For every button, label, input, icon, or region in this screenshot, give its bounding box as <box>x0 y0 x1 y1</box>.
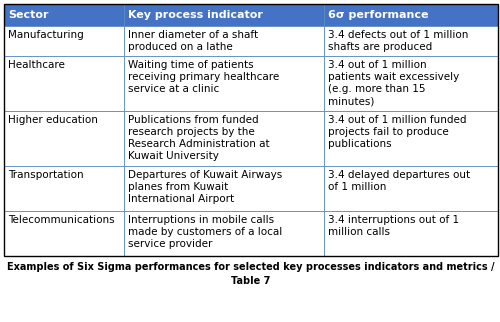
Text: Table 7: Table 7 <box>232 276 270 286</box>
Text: Key process indicator: Key process indicator <box>128 10 263 20</box>
Bar <box>4 111 124 166</box>
Bar <box>4 4 124 26</box>
Text: Healthcare: Healthcare <box>8 60 65 70</box>
Bar <box>324 56 498 111</box>
Text: 6σ performance: 6σ performance <box>328 10 428 20</box>
Bar <box>4 56 124 111</box>
Bar <box>124 26 324 56</box>
Bar <box>324 26 498 56</box>
Text: Examples of Six Sigma performances for selected key processes indicators and met: Examples of Six Sigma performances for s… <box>7 262 495 272</box>
Bar <box>324 4 498 26</box>
Text: 3.4 out of 1 million
patients wait excessively
(e.g. more than 15
minutes): 3.4 out of 1 million patients wait exces… <box>328 60 459 106</box>
Bar <box>124 111 324 166</box>
Text: 3.4 interruptions out of 1
million calls: 3.4 interruptions out of 1 million calls <box>328 215 459 237</box>
Text: Transportation: Transportation <box>8 170 84 180</box>
Bar <box>4 211 124 256</box>
Bar <box>324 211 498 256</box>
Bar <box>4 166 124 211</box>
Bar <box>324 166 498 211</box>
Bar <box>4 26 124 56</box>
Text: Sector: Sector <box>8 10 48 20</box>
Text: Inner diameter of a shaft
produced on a lathe: Inner diameter of a shaft produced on a … <box>128 30 258 52</box>
Text: Manufacturing: Manufacturing <box>8 30 84 40</box>
Text: 3.4 defects out of 1 million
shafts are produced: 3.4 defects out of 1 million shafts are … <box>328 30 468 52</box>
Text: Publications from funded
research projects by the
Research Administration at
Kuw: Publications from funded research projec… <box>128 115 270 161</box>
Text: 3.4 out of 1 million funded
projects fail to produce
publications: 3.4 out of 1 million funded projects fai… <box>328 115 466 149</box>
Text: 3.4 delayed departures out
of 1 million: 3.4 delayed departures out of 1 million <box>328 170 470 192</box>
Bar <box>4 4 498 256</box>
Text: Telecommunications: Telecommunications <box>8 215 115 225</box>
Bar <box>124 211 324 256</box>
Bar <box>124 56 324 111</box>
Text: Departures of Kuwait Airways
planes from Kuwait
International Airport: Departures of Kuwait Airways planes from… <box>128 170 282 204</box>
Text: Higher education: Higher education <box>8 115 98 125</box>
Bar <box>124 166 324 211</box>
Text: Interruptions in mobile calls
made by customers of a local
service provider: Interruptions in mobile calls made by cu… <box>128 215 282 249</box>
Bar <box>124 4 324 26</box>
Text: Waiting time of patients
receiving primary healthcare
service at a clinic: Waiting time of patients receiving prima… <box>128 60 279 94</box>
Bar <box>324 111 498 166</box>
